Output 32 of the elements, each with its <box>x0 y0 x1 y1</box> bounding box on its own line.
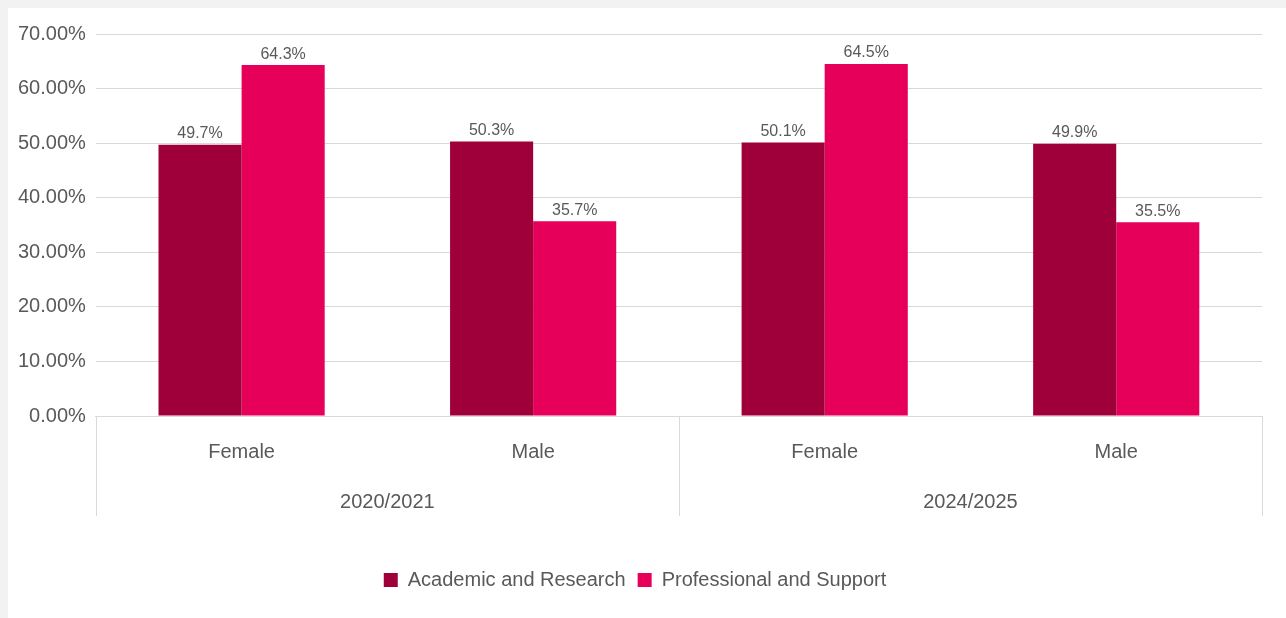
x-tick-label: Female <box>208 439 275 462</box>
bar <box>450 141 534 416</box>
bar <box>1116 222 1200 416</box>
text: 2020/2021 <box>340 489 435 512</box>
data-label: 49.9% <box>1052 123 1098 141</box>
data-label: 50.1% <box>760 122 806 139</box>
y-tick-label: 60.00% <box>17 76 87 99</box>
bar <box>1033 143 1117 416</box>
data-label: 50.3% <box>468 120 515 138</box>
bar <box>741 142 825 416</box>
x-tick-label: Male <box>1094 439 1138 462</box>
y-tick-label: 0.00% <box>29 403 87 426</box>
data-label: 64.3% <box>260 44 306 62</box>
text: 2024/2025 <box>923 489 1018 512</box>
bar <box>824 64 908 416</box>
data-label: 35.7% <box>552 200 598 218</box>
data-label: 35.5% <box>1135 201 1181 219</box>
y-tick-label: 30.00% <box>17 239 87 262</box>
y-tick-label: 50.00% <box>17 130 87 153</box>
y-tick-label: 70.00% <box>17 21 87 44</box>
x-tick-label: Male <box>511 439 555 462</box>
bar <box>241 65 325 416</box>
legend-label: Professional and Support <box>661 567 887 590</box>
x-tick-label: Female <box>791 439 859 462</box>
data-label: 64.5% <box>843 43 889 61</box>
data-label: 49.7% <box>177 124 223 142</box>
bar <box>533 221 617 416</box>
y-tick-label: 10.00% <box>17 348 87 371</box>
y-tick-label: 40.00% <box>17 185 87 208</box>
bar <box>158 144 242 416</box>
legend-label: Academic and Research <box>407 567 626 590</box>
y-tick-label: 20.00% <box>17 294 87 317</box>
